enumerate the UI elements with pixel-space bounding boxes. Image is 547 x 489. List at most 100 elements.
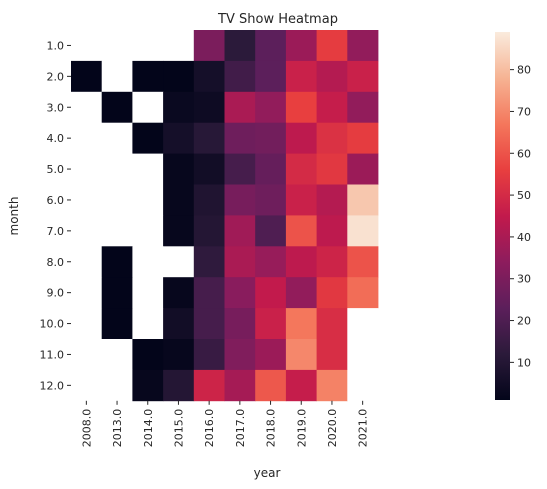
heatmap-cell	[132, 184, 164, 216]
colorbar-tick-label: 10	[517, 356, 531, 369]
heatmap-cell	[224, 122, 256, 154]
heatmap-cell	[132, 122, 164, 154]
heatmap-cell	[193, 308, 225, 340]
heatmap-cell	[347, 122, 379, 154]
y-tick-label: 1.0	[47, 39, 65, 52]
heatmap-cell	[101, 308, 133, 340]
y-tick-label: 9.0	[47, 287, 65, 300]
heatmap-cell	[101, 339, 133, 371]
heatmap-cell	[224, 184, 256, 216]
heatmap-cell	[347, 246, 379, 278]
colorbar-tick-label: 50	[517, 189, 531, 202]
heatmap-cell	[71, 60, 103, 93]
colorbar-tick-label: 30	[517, 273, 531, 286]
heatmap-cell	[163, 215, 195, 247]
heatmap-cell	[163, 339, 195, 371]
heatmap-cell	[347, 308, 379, 340]
heatmap-cell	[285, 91, 317, 124]
heatmap-cell	[71, 153, 103, 185]
heatmap-cell	[163, 184, 195, 216]
heatmap-cell	[224, 91, 256, 124]
heatmap-cell	[255, 60, 287, 93]
colorbar-tick-label: 20	[517, 315, 531, 328]
x-tick-label: 2013.0	[111, 409, 124, 448]
heatmap-cell	[193, 30, 225, 62]
heatmap-cell	[101, 184, 133, 216]
heatmap-cell	[316, 122, 348, 154]
heatmap-cell	[285, 153, 317, 185]
y-tick-label: 6.0	[47, 194, 65, 207]
heatmap-cell	[101, 215, 133, 247]
y-tick-label: 7.0	[47, 225, 65, 238]
heatmap-cell	[255, 122, 287, 154]
heatmap-cell	[132, 215, 164, 247]
heatmap-cell	[316, 30, 348, 62]
heatmap-cell	[347, 215, 379, 247]
heatmap-cell	[316, 60, 348, 93]
heatmap-cell	[163, 91, 195, 124]
heatmap-cell	[224, 277, 256, 309]
x-tick-label: 2020.0	[326, 409, 339, 448]
x-tick-label: 2019.0	[295, 409, 308, 448]
heatmap-cell	[255, 277, 287, 309]
heatmap-cell	[285, 30, 317, 62]
heatmap-cell	[316, 369, 348, 402]
x-tick-label: 2016.0	[203, 409, 216, 448]
heatmap-cell	[255, 339, 287, 371]
heatmap-cell	[255, 369, 287, 402]
y-axis-label: month	[7, 197, 21, 236]
heatmap-cell	[71, 308, 103, 340]
heatmap-cell	[101, 369, 133, 402]
heatmap-cell	[255, 153, 287, 185]
heatmap-cell	[224, 339, 256, 371]
heatmap-cell	[193, 122, 225, 154]
y-tick-label: 8.0	[47, 256, 65, 269]
heatmap-cell	[132, 60, 164, 93]
heatmap-cell	[316, 277, 348, 309]
colorbar: 10 20 30 40 50 60 70 80	[495, 32, 531, 400]
heatmap-cell	[255, 246, 287, 278]
y-tick-label: 11.0	[40, 348, 65, 361]
y-tick-label: 2.0	[47, 70, 65, 83]
heatmap-cell	[71, 277, 103, 309]
y-axis: 1.0 2.0 3.0 4.0 5.0 6.0 7.0 8.0 9.0 10.0 11.0 12.0	[40, 39, 71, 392]
heatmap-cell	[224, 308, 256, 340]
heatmap-cell	[71, 339, 103, 371]
heatmap-cell	[316, 215, 348, 247]
heatmap-cell	[71, 215, 103, 247]
heatmap-cell	[132, 277, 164, 309]
y-tick-label: 5.0	[47, 163, 65, 176]
chart-title: TV Show Heatmap	[217, 12, 338, 27]
heatmap-cell	[132, 91, 164, 124]
heatmap-cell	[101, 277, 133, 309]
heatmap-cell	[316, 153, 348, 185]
heatmap-cell	[255, 308, 287, 340]
heatmap-cell	[316, 246, 348, 278]
heatmap-cell	[255, 30, 287, 62]
heatmap-cell	[163, 30, 195, 62]
heatmap-cell	[163, 246, 195, 278]
heatmap-cell	[224, 215, 256, 247]
colorbar-gradient	[495, 32, 510, 400]
heatmap-cell	[71, 122, 103, 154]
heatmap-cell	[193, 369, 225, 402]
heatmap-cell	[101, 153, 133, 185]
heatmap-cell	[224, 246, 256, 278]
heatmap-cell	[347, 369, 379, 402]
heatmap-cell	[224, 30, 256, 62]
heatmap-cell	[163, 122, 195, 154]
heatmap-cell	[163, 153, 195, 185]
x-tick-label: 2018.0	[265, 409, 278, 448]
heatmap-cell	[193, 246, 225, 278]
heatmap-cell	[163, 308, 195, 340]
heatmap-cell	[71, 369, 103, 402]
colorbar-tick-label: 80	[517, 64, 531, 77]
heatmap-cell	[193, 339, 225, 371]
heatmap-cells	[71, 30, 379, 402]
heatmap-cell	[285, 277, 317, 309]
colorbar-tick-label: 40	[517, 231, 531, 244]
heatmap-cell	[101, 246, 133, 278]
heatmap-cell	[224, 369, 256, 402]
heatmap-cell	[101, 122, 133, 154]
